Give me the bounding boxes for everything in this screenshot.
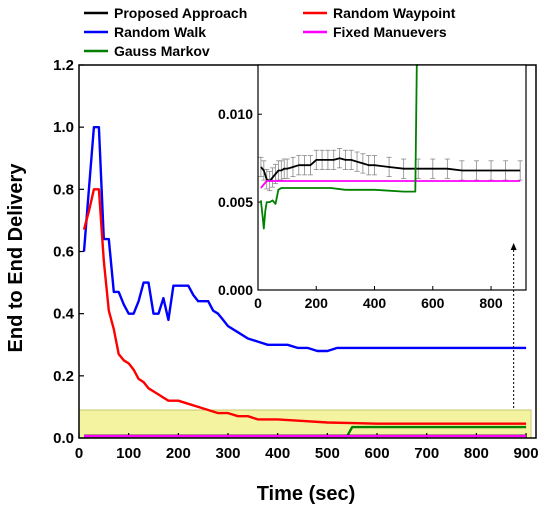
legend: Proposed Approach Random Waypoint Random W… (84, 5, 456, 59)
x-tick-label: 500 (315, 445, 340, 462)
legend-label-random-waypoint: Random Waypoint (333, 5, 456, 21)
inset-x-tick-label: 800 (479, 295, 503, 311)
legend-label-fixed-manuevers: Fixed Manuevers (333, 24, 447, 40)
y-tick-label: 0.2 (53, 368, 74, 385)
main-plot: 0 100 200 300 400 500 600 700 800 900 0.0 0.2 0.4 0.6… (53, 57, 538, 462)
x-tick-label: 800 (464, 445, 489, 462)
inset-y-tick-label: 0.005 (218, 194, 253, 210)
y-tick-label: 0.0 (53, 430, 74, 447)
inset-y-tick-label: 0.010 (218, 106, 253, 122)
y-tick-label: 1.2 (53, 57, 74, 74)
x-tick-label: 200 (166, 445, 191, 462)
y-tick-label: 0.4 (53, 306, 75, 323)
x-tick-label: 300 (216, 445, 241, 462)
legend-label-proposed-approach: Proposed Approach (114, 5, 247, 21)
y-tick-label: 1.0 (53, 119, 74, 136)
legend-label-random-walk: Random Walk (114, 24, 206, 40)
x-tick-label: 100 (116, 445, 141, 462)
inset-series-line-proposed-approach (260, 157, 521, 182)
inset-y-tick-label: 0.000 (218, 282, 253, 298)
inset-series-line-gauss-markov (260, 64, 419, 230)
inset-frame (257, 64, 527, 291)
legend-label-gauss-markov: Gauss Markov (114, 43, 210, 59)
inset-series-line-fixed-manuevers (260, 180, 521, 189)
series-line-random-waypoint (82, 188, 527, 425)
x-tick-label: 700 (414, 445, 439, 462)
inset-background (258, 65, 526, 290)
series-line-random-walk (82, 125, 527, 353)
inset-x-tick-label: 600 (421, 295, 445, 311)
inset-plot: 0 200 400 600 800 0.000 0.005 0.010 (218, 64, 527, 409)
inset-x-tick-label: 200 (305, 295, 329, 311)
y-axis-label: End to End Delivery (5, 163, 27, 353)
x-tick-label: 0 (75, 445, 83, 462)
x-axis-label: Time (sec) (257, 483, 356, 505)
zoom-arrow-head (510, 243, 517, 250)
x-tick-label: 900 (514, 445, 539, 462)
y-tick-label: 0.6 (53, 244, 74, 261)
inset-x-tick-label: 400 (363, 295, 387, 311)
inset-x-tick-label: 0 (254, 295, 262, 311)
y-tick-label: 0.8 (53, 181, 74, 198)
x-tick-label: 400 (265, 445, 290, 462)
x-tick-label: 600 (365, 445, 390, 462)
